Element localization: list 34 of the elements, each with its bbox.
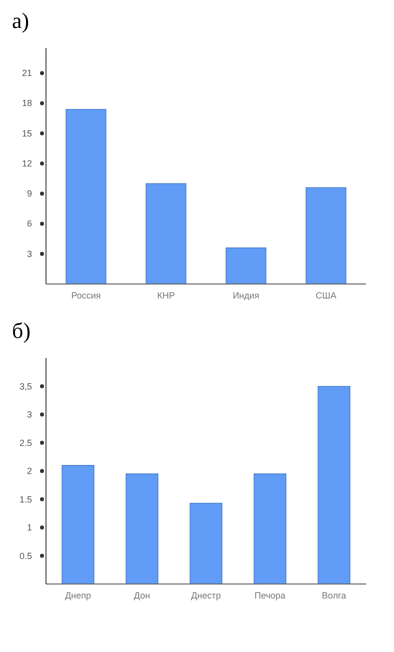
bar xyxy=(62,465,94,584)
y-tick-label: 2 xyxy=(26,466,32,476)
bar xyxy=(126,474,158,584)
bar xyxy=(306,187,346,284)
y-tick-label: 3 xyxy=(26,410,32,420)
y-tick-label: 1.5 xyxy=(19,494,32,504)
x-tick-label: Индия xyxy=(232,290,260,300)
y-tick-label: 9 xyxy=(26,188,32,199)
y-tick-label: 12 xyxy=(22,158,32,168)
x-tick-label: КНР xyxy=(157,290,175,300)
y-tick-label: 6 xyxy=(26,218,32,229)
chart-title: а) xyxy=(11,8,30,35)
x-tick-label: Волга xyxy=(322,590,346,600)
x-tick-label: США xyxy=(316,290,336,300)
y-tick-label: 2.5 xyxy=(19,438,32,448)
y-tick-label: 3,5 xyxy=(19,381,32,392)
bar xyxy=(318,386,350,584)
x-tick-label: Дон xyxy=(134,590,150,600)
y-tick-label: 15 xyxy=(22,128,32,138)
y-tick-label: 0.5 xyxy=(19,550,32,561)
chart-title: б) xyxy=(11,318,32,345)
y-tick-label: 18 xyxy=(22,98,32,108)
bar xyxy=(190,502,222,584)
x-tick-label: Днепр xyxy=(65,590,91,600)
bar xyxy=(254,474,286,584)
bar xyxy=(66,108,106,284)
y-tick-label: 3 xyxy=(26,248,32,259)
bar xyxy=(146,183,186,284)
x-tick-label: Днестр xyxy=(191,590,221,600)
x-tick-label: Россия xyxy=(71,290,101,300)
x-tick-label: Печора xyxy=(254,590,286,600)
y-tick-label: 21 xyxy=(22,68,32,78)
y-tick-label: 1 xyxy=(26,522,32,532)
bar xyxy=(226,248,266,284)
